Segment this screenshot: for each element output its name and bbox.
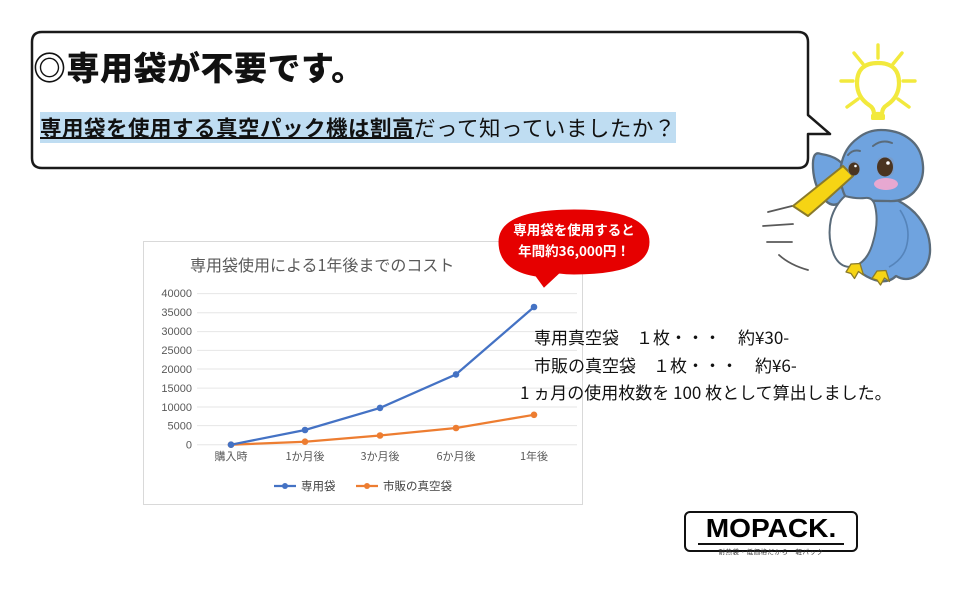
svg-text:25000: 25000 — [161, 345, 192, 357]
svg-text:30000: 30000 — [161, 326, 192, 338]
svg-text:3か月後: 3か月後 — [360, 448, 399, 464]
svg-text:15000: 15000 — [161, 383, 192, 395]
svg-text:20000: 20000 — [161, 364, 192, 376]
svg-text:購入時: 購入時 — [215, 448, 248, 464]
svg-text:6か月後: 6か月後 — [436, 448, 475, 464]
svg-text:10000: 10000 — [161, 402, 192, 414]
svg-text:専用袋: 専用袋 — [301, 478, 336, 494]
svg-text:専用袋を使用すると: 専用袋を使用すると — [513, 219, 635, 239]
svg-text:5000: 5000 — [168, 421, 192, 433]
svg-text:0: 0 — [186, 440, 192, 452]
svg-text:35000: 35000 — [161, 307, 192, 319]
svg-text:1か月後: 1か月後 — [285, 448, 324, 464]
svg-text:40000: 40000 — [161, 288, 192, 300]
svg-text:1年後: 1年後 — [520, 448, 548, 464]
svg-text:市販の真空袋: 市販の真空袋 — [383, 478, 452, 494]
